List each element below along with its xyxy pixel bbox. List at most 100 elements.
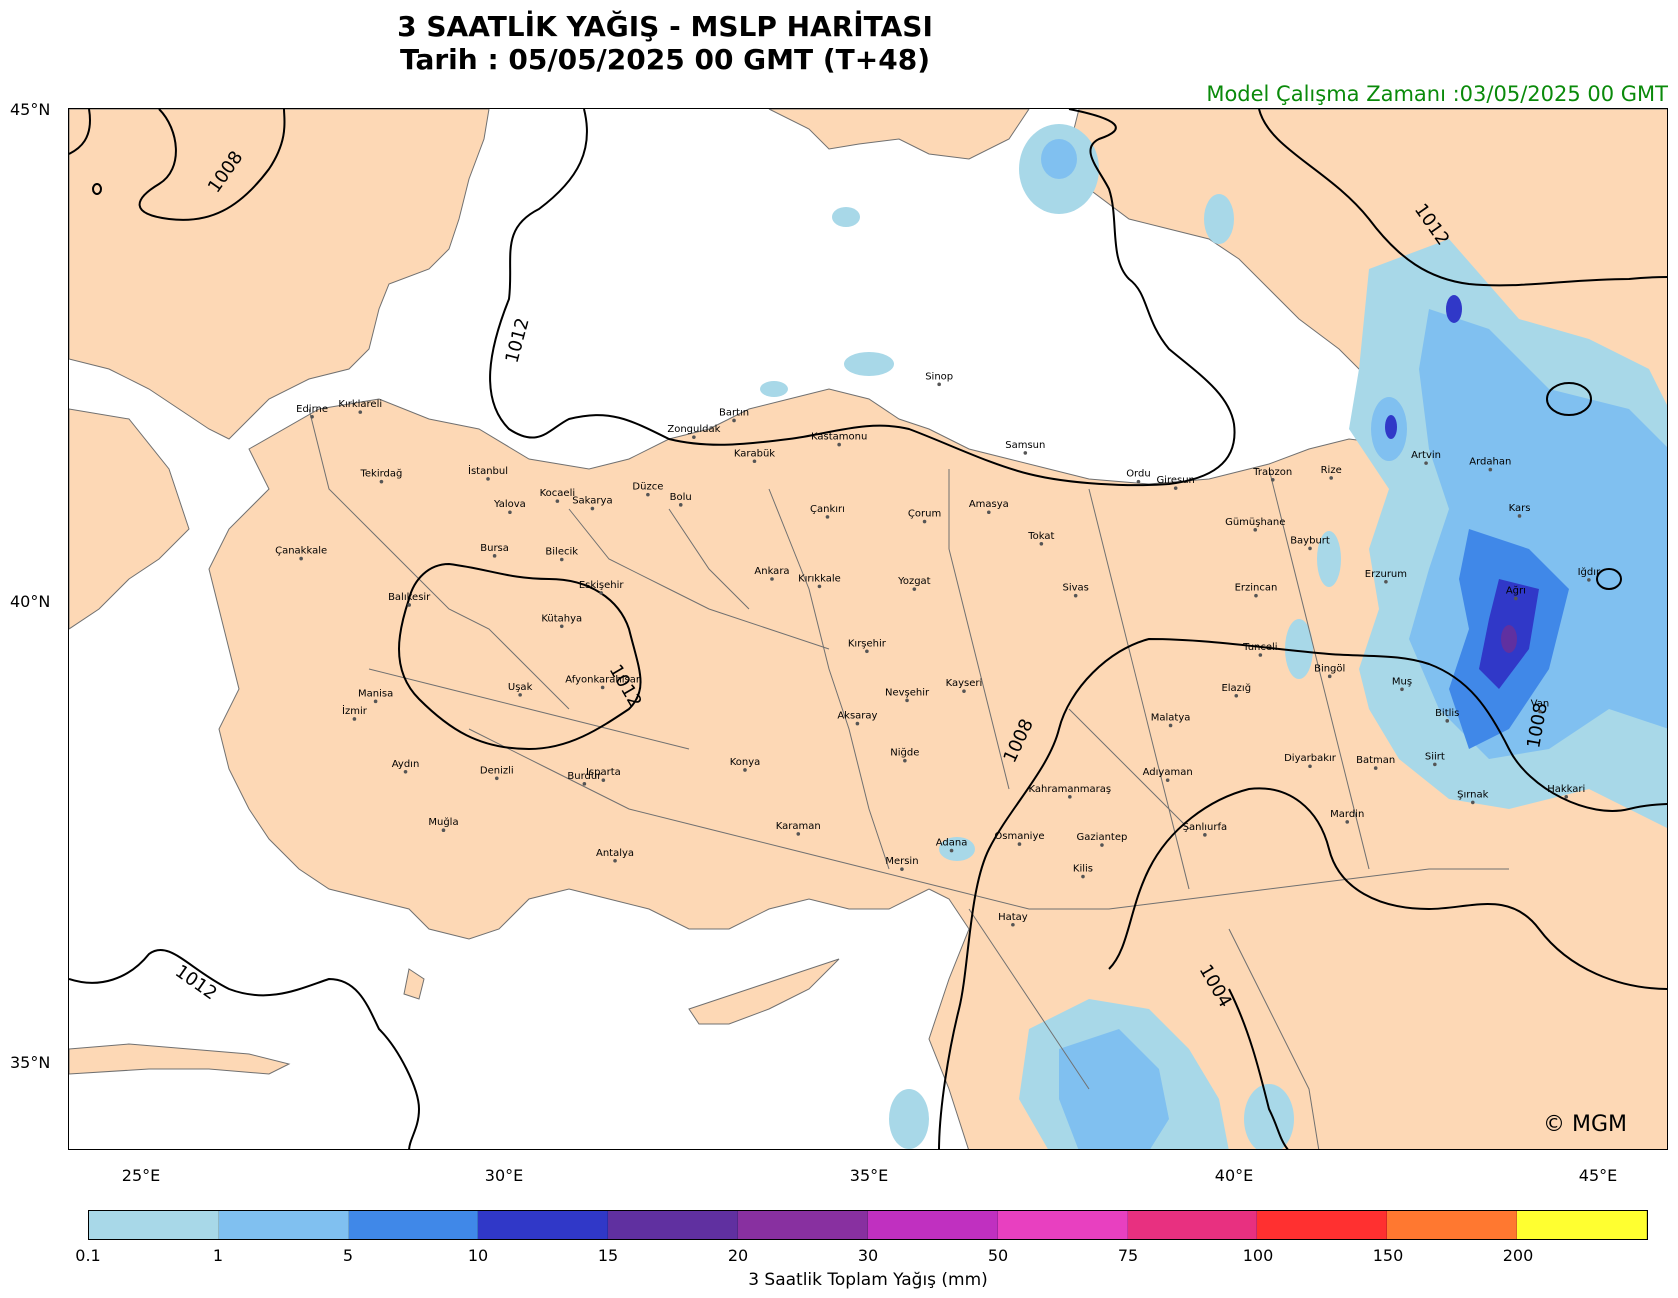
land-greece <box>69 408 190 630</box>
city-label: Muş <box>1392 676 1412 687</box>
city-label: Kırklareli <box>338 399 382 410</box>
city-label: Sakarya <box>572 496 612 507</box>
city-marker <box>1068 795 1072 799</box>
precip-south-cell <box>1244 1084 1294 1149</box>
city-marker <box>600 685 605 690</box>
isobar-label: 1012 <box>502 316 534 366</box>
city-marker <box>1538 709 1542 714</box>
city-label: Antalya <box>596 848 634 859</box>
colorbar-segment <box>1257 1211 1388 1239</box>
city-label: Şanlıurfa <box>1183 822 1227 833</box>
precip-south-medium <box>1059 1029 1169 1149</box>
city-label: Mardin <box>1330 809 1364 820</box>
city-label: Van <box>1531 699 1550 710</box>
city-label: Kayseri <box>946 678 983 689</box>
city-label: Eskişehir <box>579 580 625 591</box>
city-marker <box>1011 922 1015 927</box>
land-cyprus <box>688 958 840 1025</box>
city-marker <box>817 584 822 589</box>
city-label: Aydın <box>392 759 420 770</box>
city-marker <box>518 693 522 697</box>
isobar-1008-nw <box>69 109 91 155</box>
city-label: Sinop <box>925 371 953 382</box>
isobar-1008-nw2 <box>138 109 286 221</box>
city-label: Tekirdağ <box>359 468 402 480</box>
city-marker <box>1488 467 1493 472</box>
city-label: Yalova <box>493 499 526 510</box>
city-label: Artvin <box>1411 450 1441 461</box>
colorbar-segment <box>1517 1211 1647 1239</box>
city-marker <box>646 492 650 497</box>
city-label: Çorum <box>908 509 941 520</box>
city-label: Rize <box>1321 465 1342 476</box>
colorbar-tick: 150 <box>1372 1246 1404 1265</box>
precip-sea-cell <box>832 207 860 227</box>
city-marker <box>441 828 446 833</box>
precip-layer <box>760 124 1667 1149</box>
city-marker <box>837 442 841 447</box>
isobar-1004 <box>1108 787 1667 990</box>
city-label: Diyarbakır <box>1284 753 1337 764</box>
city-label: Niğde <box>890 747 919 759</box>
map-canvas: 1008 1012 1012 1012 1012 1008 1008 1004 … <box>69 109 1667 1149</box>
city-label: Yozgat <box>897 576 931 587</box>
city-marker <box>1308 764 1312 769</box>
city-label: Erzurum <box>1365 569 1407 580</box>
city-label: Amasya <box>969 499 1009 510</box>
colorbar-segment <box>218 1211 349 1239</box>
colorbar-tick: 1 <box>212 1246 224 1265</box>
city-marker <box>555 499 560 503</box>
city-marker <box>1234 693 1239 698</box>
city-label: Zonguldak <box>667 424 720 435</box>
city-marker <box>1165 778 1170 782</box>
city-marker <box>1327 674 1332 679</box>
colorbar-segment <box>1127 1211 1258 1239</box>
city-marker <box>987 510 991 515</box>
city-marker <box>1424 461 1428 465</box>
land-balkans <box>69 109 490 440</box>
precip-artvin-core <box>1385 415 1397 439</box>
city-marker <box>855 721 860 726</box>
city-marker <box>912 587 917 591</box>
city-marker <box>310 414 314 419</box>
city-label: Uşak <box>508 682 533 693</box>
city-label: Kars <box>1509 503 1531 514</box>
city-marker <box>1517 514 1522 518</box>
city-marker <box>1081 874 1085 879</box>
city-marker <box>1203 833 1207 837</box>
lon-label-35: 35°E <box>849 1166 889 1185</box>
city-label: Ankara <box>754 566 789 577</box>
isobar-closed-nw <box>92 183 102 195</box>
city-label: Tokat <box>1027 531 1054 542</box>
city-label: Düzce <box>632 482 663 493</box>
city-marker <box>352 717 357 721</box>
city-label: Aksaray <box>837 711 877 722</box>
city-label: Kastamonu <box>811 432 867 443</box>
copyright: © MGM <box>1542 1112 1627 1137</box>
city-marker <box>1308 546 1312 551</box>
city-marker <box>486 477 490 481</box>
city-marker <box>865 649 869 654</box>
city-marker <box>1400 687 1404 692</box>
land-crete <box>69 1043 291 1075</box>
city-marker <box>1445 719 1450 723</box>
city-label: Adana <box>936 838 968 849</box>
map-title-line2: Tarih : 05/05/2025 00 GMT (T+48) <box>399 43 930 76</box>
precip-east-cell <box>1446 295 1462 323</box>
city-marker <box>743 768 747 772</box>
city-marker <box>903 758 907 763</box>
city-label: Bingöl <box>1314 663 1345 674</box>
isobar-1012-sw <box>69 948 421 1149</box>
city-label: İzmir <box>342 704 368 717</box>
city-label: Malatya <box>1151 712 1191 723</box>
city-marker <box>752 459 757 464</box>
city-marker <box>1253 528 1258 532</box>
city-marker <box>825 515 830 519</box>
city-label: Şırnak <box>1457 789 1489 800</box>
city-marker <box>1433 762 1437 767</box>
city-label: İstanbul <box>468 464 508 477</box>
precip-sea-cell <box>1204 194 1234 244</box>
precip-black-sea-ne-core <box>1041 139 1077 179</box>
city-marker <box>949 848 954 853</box>
colorbar-segment <box>89 1211 219 1239</box>
